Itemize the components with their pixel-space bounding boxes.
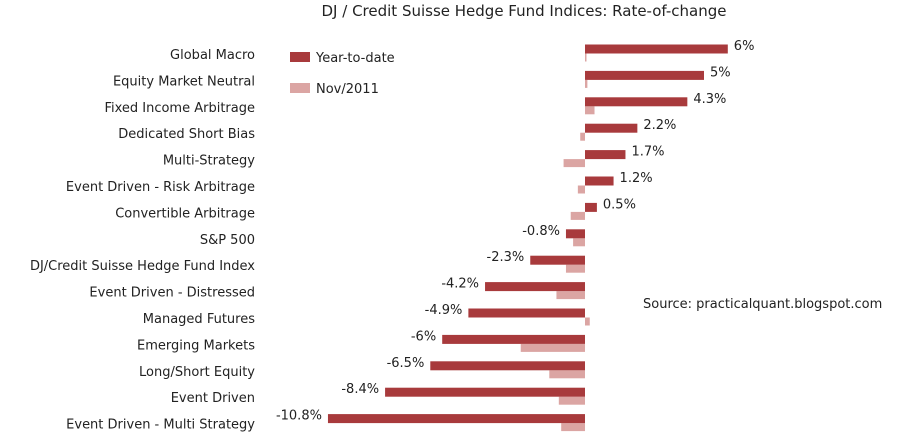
legend-swatch-nov-2011 [290, 83, 310, 93]
bar-nov-2011 [585, 53, 587, 62]
bar-year-to-date [585, 176, 614, 186]
legend-swatch-year-to-date [290, 52, 310, 62]
legend-label-year-to-date: Year-to-date [315, 51, 395, 66]
category-label: Equity Market Neutral [113, 74, 255, 89]
bars-group [327, 44, 728, 432]
category-label: Multi-Strategy [163, 154, 255, 169]
bar-nov-2011 [580, 132, 585, 141]
data-label: 1.2% [620, 171, 653, 186]
bar-year-to-date [327, 414, 585, 424]
bar-year-to-date [385, 387, 585, 397]
bar-nov-2011 [577, 185, 585, 194]
data-labels-group: 6%5% 4.3% 2.2% 1.7% 1.2% 0.5% -0.8% -2.3% -4.2% -… [276, 39, 754, 424]
data-label: 1.7% [631, 145, 664, 160]
bar-nov-2011 [558, 396, 585, 405]
legend: Year-to-date Nov/2011 [290, 51, 395, 97]
data-label: 0.5% [603, 197, 636, 212]
bar-year-to-date [585, 150, 626, 160]
legend-label-nov-2011: Nov/2011 [316, 82, 379, 97]
bar-year-to-date [585, 97, 688, 107]
data-label: -8.4% [341, 382, 379, 397]
data-label: 6% [734, 39, 755, 54]
category-label: Fixed Income Arbitrage [104, 101, 255, 116]
category-label: Event Driven - Multi Strategy [66, 418, 255, 433]
category-label: Event Driven - Risk Arbitrage [66, 180, 255, 195]
category-label: Managed Futures [143, 312, 255, 327]
bar-year-to-date [585, 123, 638, 133]
category-label: Long/Short Equity [139, 365, 255, 380]
data-label: -10.8% [276, 409, 322, 424]
bar-year-to-date [565, 229, 585, 239]
bar-year-to-date [485, 282, 585, 292]
category-label: Event Driven [171, 391, 255, 406]
category-label: Dedicated Short Bias [118, 127, 255, 142]
category-label: Global Macro [170, 48, 255, 63]
bar-nov-2011 [585, 79, 588, 88]
data-label: 5% [710, 65, 731, 80]
bar-year-to-date [442, 334, 585, 344]
bar-year-to-date [430, 361, 585, 371]
data-label: 2.2% [643, 118, 676, 133]
bar-year-to-date [530, 255, 585, 265]
bar-nov-2011 [556, 291, 585, 300]
category-label: S&P 500 [200, 233, 255, 248]
data-label: 4.3% [693, 92, 726, 107]
bar-nov-2011 [585, 106, 595, 115]
bar-year-to-date [585, 44, 728, 54]
data-label: -4.9% [425, 303, 463, 318]
category-labels-group: Global Macro Equity Market Neutral Fixed I… [30, 48, 255, 433]
data-label: -2.3% [487, 250, 525, 265]
category-label: Emerging Markets [137, 338, 255, 353]
chart-title: DJ / Credit Suisse Hedge Fund Indices: R… [322, 2, 727, 20]
source-annotation: Source: practicalquant.blogspot.com [643, 297, 882, 312]
bar-nov-2011 [573, 238, 585, 247]
category-label: Event Driven - Distressed [89, 286, 255, 301]
bar-year-to-date [468, 308, 585, 318]
category-label: Convertible Arbitrage [115, 206, 255, 221]
bar-nov-2011 [570, 211, 585, 220]
bar-nov-2011 [563, 159, 585, 168]
bar-nov-2011 [520, 343, 585, 352]
data-label: -0.8% [522, 224, 560, 239]
bar-year-to-date [585, 202, 597, 212]
bar-nov-2011 [565, 264, 585, 273]
data-label: -6.5% [387, 356, 425, 371]
bar-nov-2011 [561, 423, 585, 432]
bar-nov-2011 [549, 370, 585, 379]
category-label: DJ/Credit Suisse Hedge Fund Index [30, 259, 255, 274]
bar-year-to-date [585, 70, 704, 80]
data-label: -6% [411, 329, 436, 344]
bar-nov-2011 [585, 317, 590, 326]
data-label: -4.2% [441, 277, 479, 292]
